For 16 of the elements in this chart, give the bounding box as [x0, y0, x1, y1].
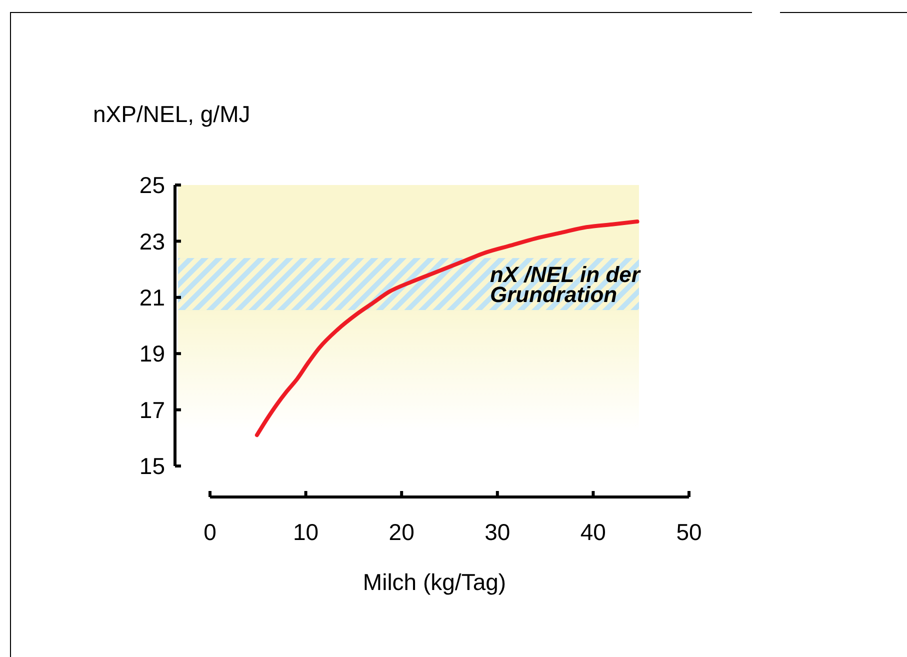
line-series	[254, 220, 640, 438]
x-tick-label: 20	[388, 519, 414, 545]
band-label: nX /NEL in der Grundration	[490, 262, 642, 308]
x-tick-label: 0	[204, 519, 216, 545]
y-tick-label: 19	[139, 340, 165, 367]
y-tick-label: 17	[139, 396, 165, 423]
x-tick-label: 30	[484, 519, 510, 545]
y-tick-label: 23	[139, 228, 165, 254]
x-tick-label: 40	[580, 519, 606, 545]
y-tick-label: 25	[139, 172, 165, 198]
x-axis-title: Milch (kg/Tag)	[362, 569, 506, 595]
y-tick-label: 15	[139, 453, 165, 480]
x-tick-label: 10	[293, 519, 319, 545]
y-tick-label: 21	[139, 284, 165, 310]
y-axis-title: nXP/NEL, g/MJ	[93, 101, 250, 127]
x-tick-label: 50	[676, 519, 702, 545]
